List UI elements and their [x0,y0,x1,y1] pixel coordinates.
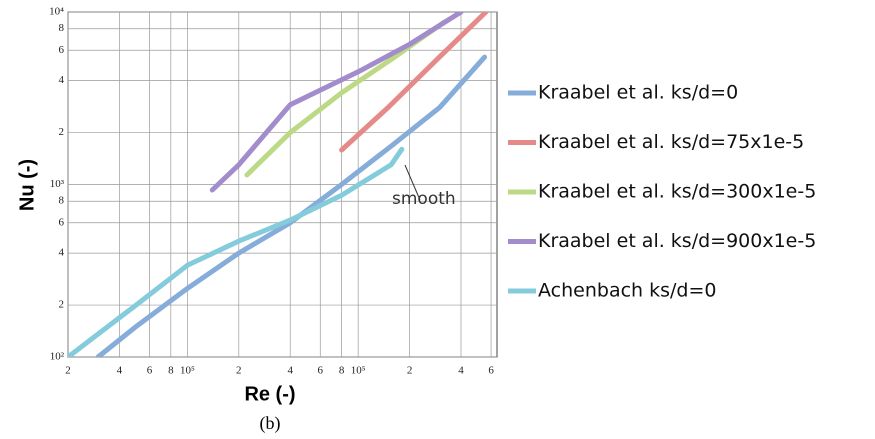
y-tick-label: 6 [59,44,65,56]
legend-label: Achenbach ks/d=0 [538,280,717,302]
legend-label: Kraabel et al. ks/d=0 [538,82,738,104]
legend-label: Kraabel et al. ks/d=300x1e-5 [538,181,816,203]
annotation: smooth [392,189,456,209]
series-line [339,12,489,153]
y-tick-label: 2 [59,299,65,311]
x-tick-label: 10⁵ [351,365,366,377]
legend-label: Kraabel et al. ks/d=75x1e-5 [538,131,804,153]
x-tick-label: 2 [65,365,71,377]
x-tick-label: 4 [117,365,123,377]
y-tick-label: 8 [59,195,65,207]
caption: (b) [260,413,281,434]
x-tick-label: 2 [407,365,413,377]
legend-label: Kraabel et al. ks/d=900x1e-5 [538,230,816,252]
x-tick-label: 6 [488,365,494,377]
y-tick-label: 6 [59,216,65,228]
y-tick-label: 10⁴ [49,6,64,18]
series-line [244,19,447,178]
y-tick-label: 8 [59,22,65,34]
x-axis-label: Re (-) [244,383,295,405]
y-tick-label: 10³ [50,178,65,190]
y-tick-label: 10² [50,351,65,363]
x-tick-label: 10⁵ [180,365,195,377]
y-tick-label: 2 [59,126,65,138]
y-tick-label: 4 [59,74,65,86]
y-tick-label: 4 [59,247,65,259]
y-axis-label: Nu (-) [16,159,38,211]
x-tick-label: 8 [168,365,174,377]
x-tick-label: 4 [287,365,293,377]
x-tick-label: 6 [147,365,153,377]
series-line [68,146,405,357]
x-tick-label: 4 [458,365,464,377]
series-line [209,12,464,193]
annotation-pointer [404,164,421,201]
x-tick-label: 6 [318,365,324,377]
x-tick-label: 8 [339,365,345,377]
x-tick-label: 2 [236,365,242,377]
